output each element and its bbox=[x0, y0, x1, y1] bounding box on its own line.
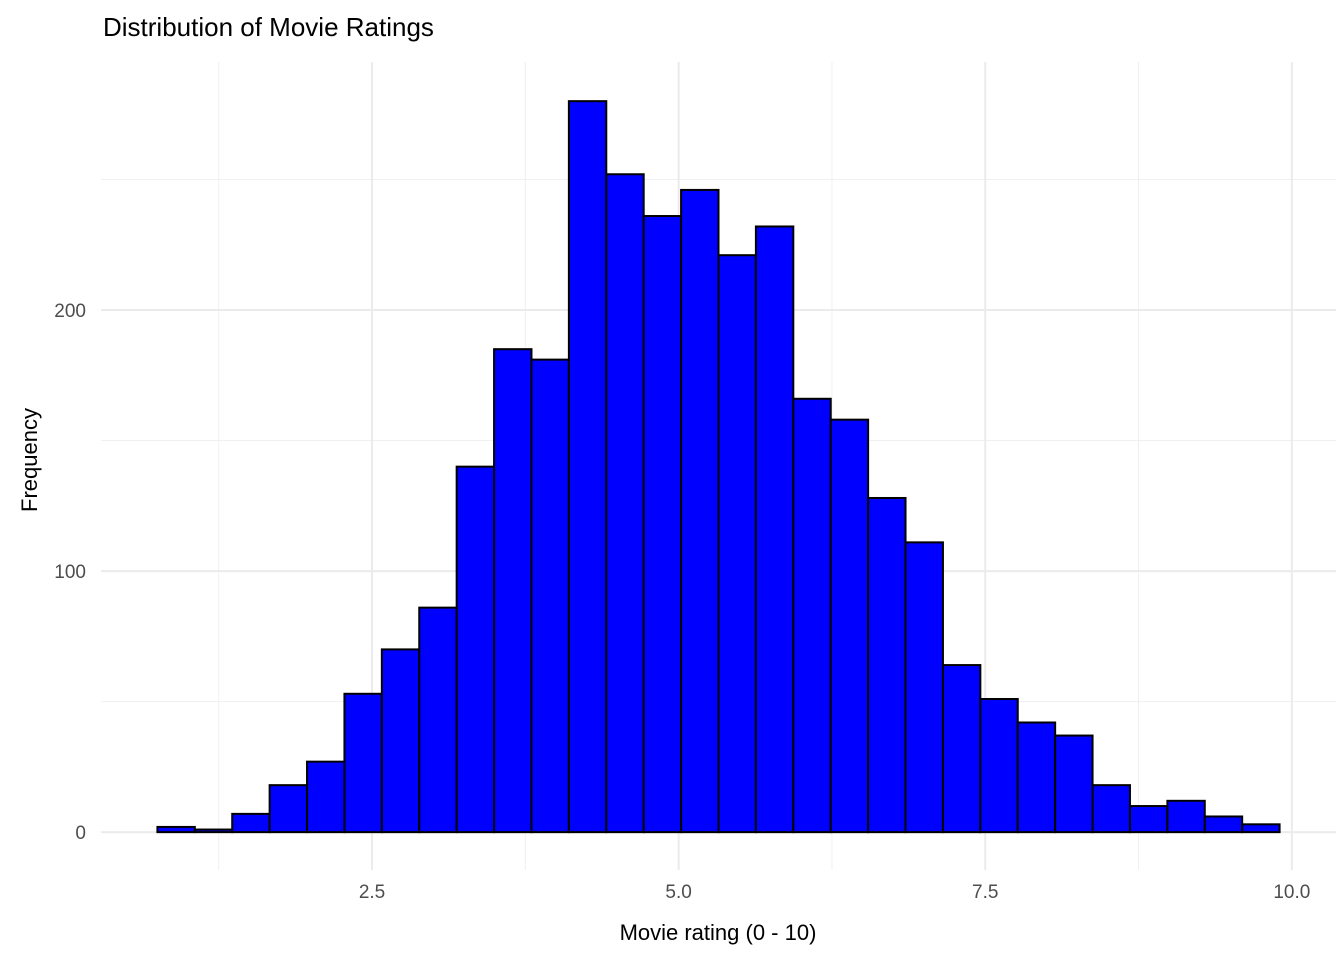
histogram-bar bbox=[829, 418, 870, 834]
x-tick-label: 7.5 bbox=[972, 882, 998, 903]
y-tick-label: 200 bbox=[54, 301, 86, 322]
x-tick-label: 10.0 bbox=[1273, 882, 1310, 903]
histogram-bar bbox=[567, 100, 608, 834]
histogram-bar bbox=[754, 225, 795, 834]
histogram-bar bbox=[1166, 799, 1206, 834]
histogram-bar bbox=[979, 698, 1019, 834]
histogram-bar bbox=[1091, 784, 1131, 834]
histogram-bar bbox=[941, 664, 982, 834]
histogram-bar bbox=[418, 606, 458, 834]
histogram-bar bbox=[268, 784, 309, 834]
histogram-bar bbox=[231, 812, 271, 834]
histogram-bar bbox=[493, 348, 533, 834]
histogram-bar bbox=[867, 496, 907, 834]
histogram-bar bbox=[343, 692, 383, 834]
x-axis-title: Movie rating (0 - 10) bbox=[0, 920, 1344, 946]
histogram-bar bbox=[904, 541, 944, 834]
y-tick-label: 100 bbox=[54, 562, 86, 583]
histogram-bar bbox=[1241, 823, 1281, 834]
histogram-bar bbox=[380, 648, 421, 834]
histogram-bar bbox=[530, 358, 570, 834]
histogram-bar bbox=[1203, 815, 1244, 834]
y-axis-title-text: Frequency bbox=[17, 408, 42, 512]
histogram-bar bbox=[1128, 805, 1169, 834]
histogram-bar bbox=[680, 188, 720, 834]
histogram-bar bbox=[605, 173, 645, 834]
histogram-bar bbox=[1054, 734, 1094, 834]
histogram-bar bbox=[792, 397, 832, 834]
x-tick-label: 5.0 bbox=[665, 882, 691, 903]
x-axis-title-text: Movie rating (0 - 10) bbox=[619, 920, 817, 945]
chart-title: Distribution of Movie Ratings bbox=[103, 12, 434, 42]
histogram-bar bbox=[1016, 721, 1057, 834]
histogram-bar bbox=[455, 465, 496, 834]
histogram-bar bbox=[717, 254, 757, 834]
histogram-bar bbox=[193, 828, 234, 834]
histogram-bar bbox=[642, 215, 683, 834]
y-tick-label: 0 bbox=[75, 823, 86, 844]
histogram-bar bbox=[306, 760, 346, 834]
x-tick-label: 2.5 bbox=[359, 882, 385, 903]
histogram-bar bbox=[156, 825, 196, 834]
